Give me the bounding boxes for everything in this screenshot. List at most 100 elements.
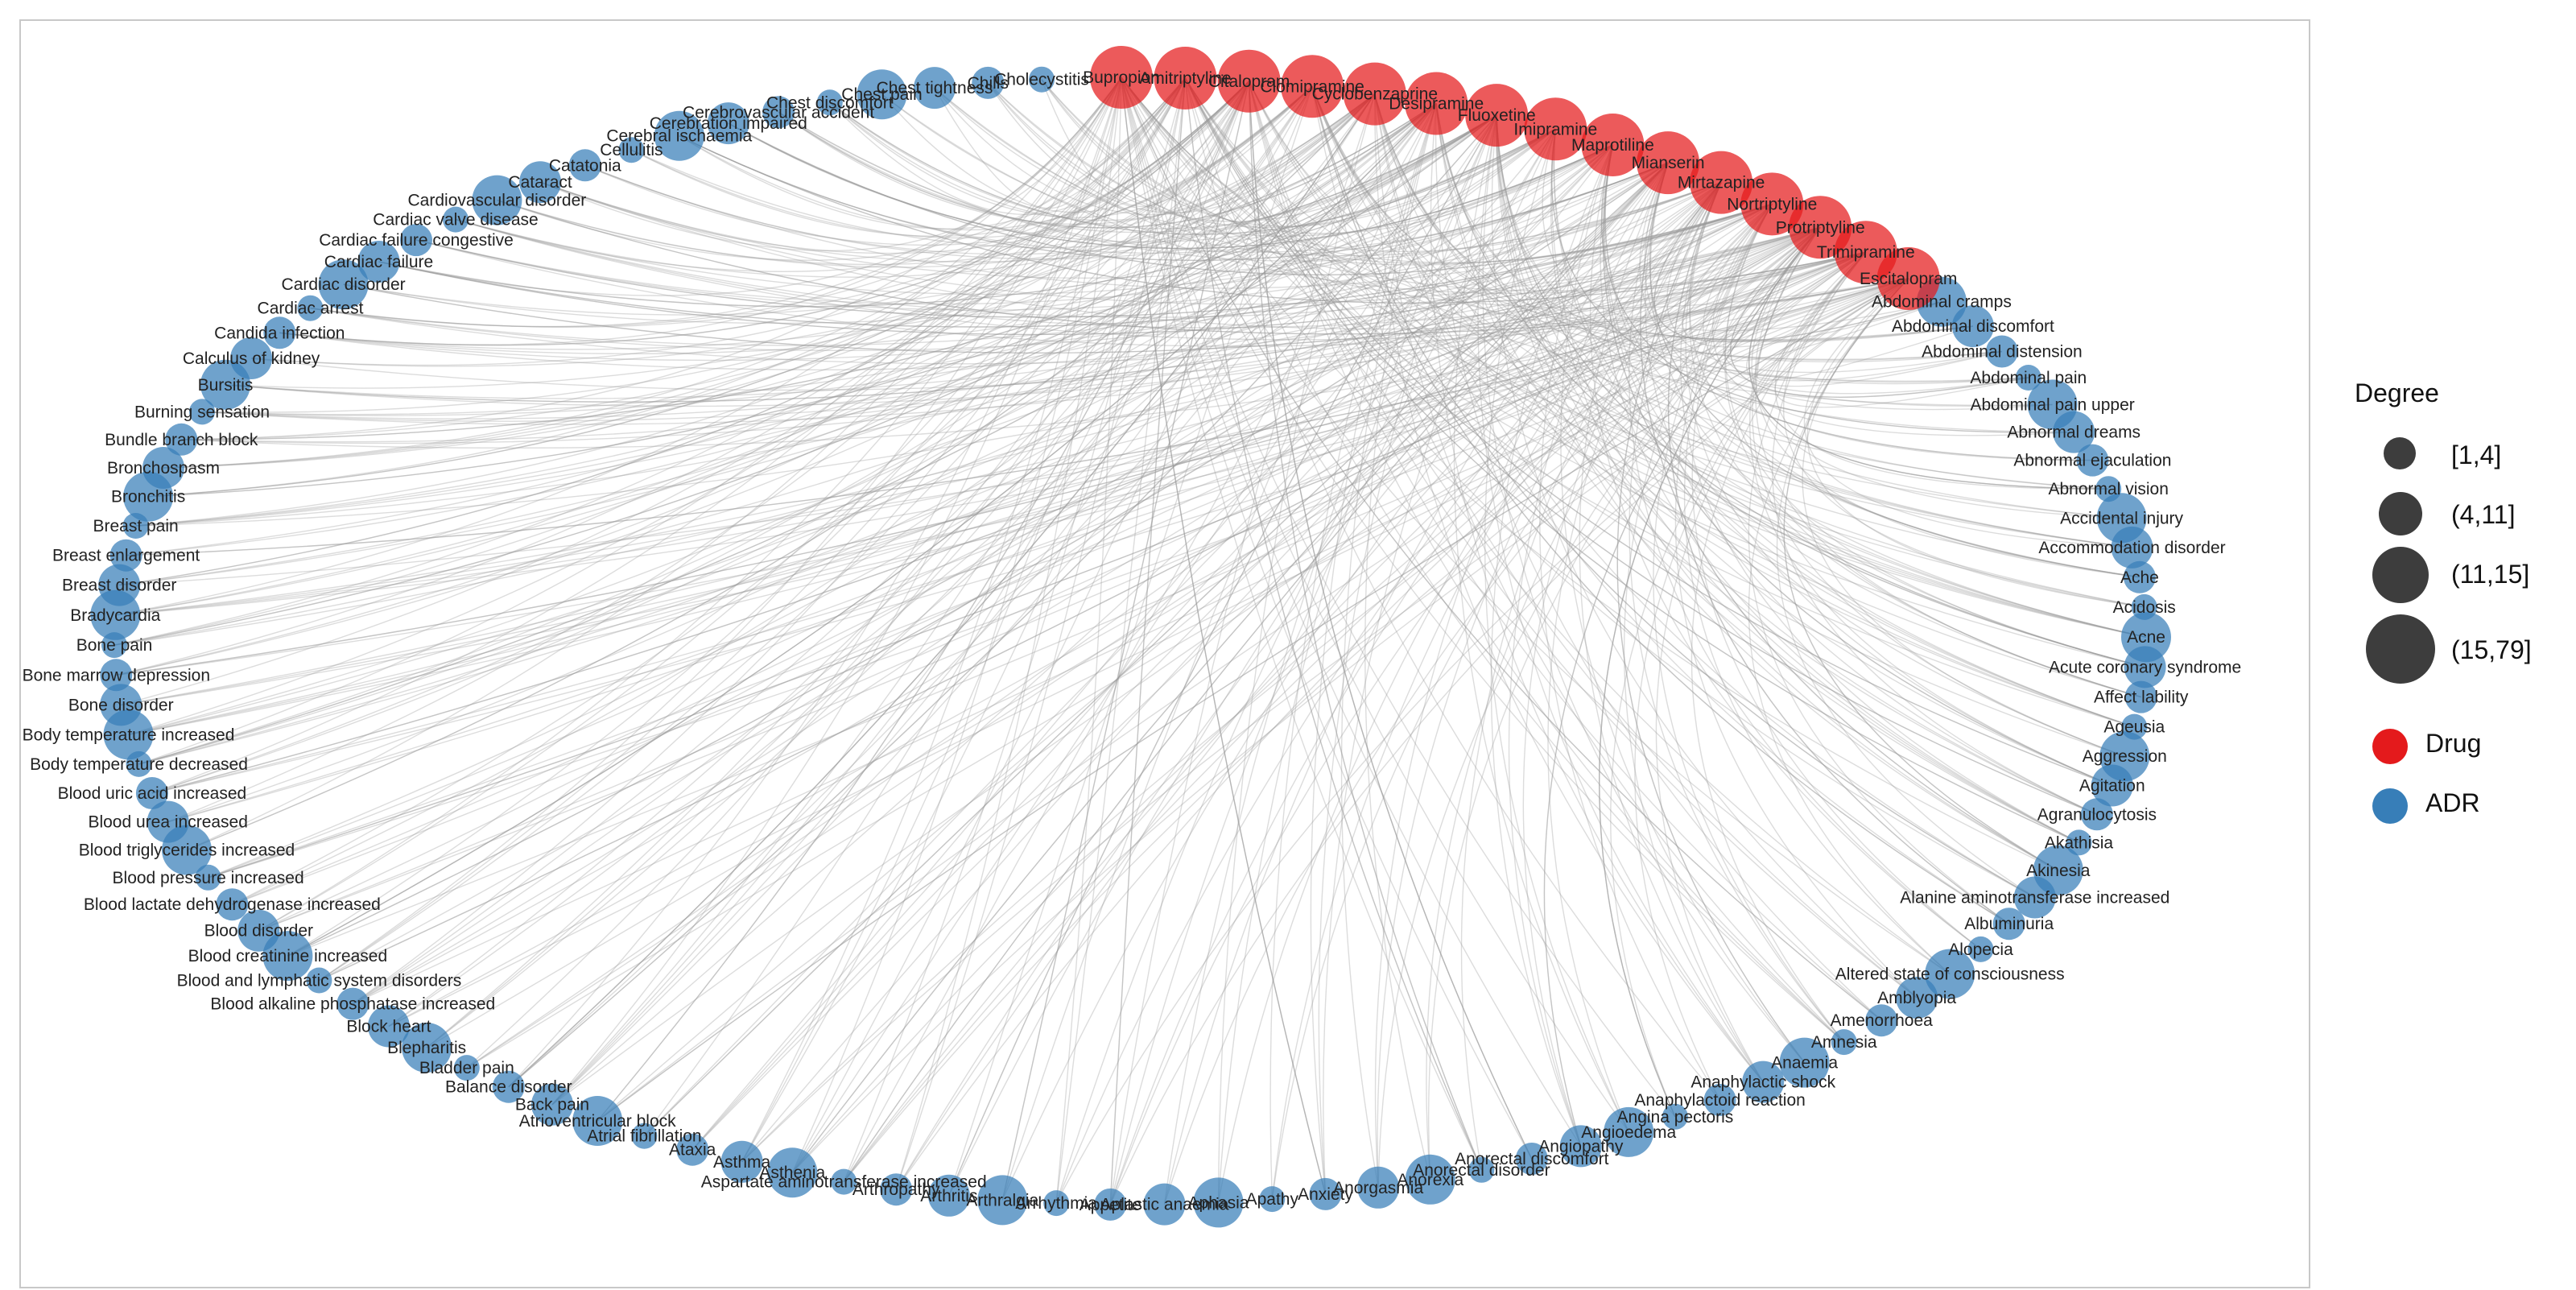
edge bbox=[1649, 162, 2140, 578]
edge bbox=[728, 122, 1613, 250]
adr-label: Chest tightness bbox=[877, 79, 993, 97]
edge bbox=[426, 93, 1376, 1048]
edge bbox=[539, 85, 1313, 254]
edge bbox=[119, 114, 1497, 586]
edge bbox=[1311, 86, 2109, 490]
edge bbox=[1604, 144, 2147, 638]
edge bbox=[778, 102, 1437, 229]
adr-label: Abdominal discomfort bbox=[1892, 317, 2054, 336]
adr-label: Ageusia bbox=[2103, 718, 2165, 737]
edge bbox=[1271, 182, 1722, 1200]
edge bbox=[1748, 226, 2109, 490]
edge bbox=[1604, 144, 2135, 728]
edge bbox=[741, 162, 1669, 1163]
edge bbox=[1649, 162, 2140, 578]
edge bbox=[1184, 77, 2140, 578]
edge bbox=[934, 87, 1376, 216]
edge bbox=[232, 162, 1669, 905]
edge bbox=[895, 162, 1669, 1190]
edge bbox=[1184, 77, 2125, 757]
legend-item-label: ADR bbox=[2425, 788, 2480, 817]
legend-item-label: Drug bbox=[2425, 729, 2482, 758]
edge bbox=[115, 102, 1437, 616]
edge bbox=[119, 81, 1250, 586]
edge bbox=[948, 114, 1497, 1197]
edge bbox=[1310, 103, 1437, 1194]
adr-label: Asthenia bbox=[759, 1164, 825, 1182]
edge bbox=[539, 76, 1122, 251]
drug-node bbox=[1090, 46, 1153, 109]
edge bbox=[539, 181, 1821, 305]
adr-node bbox=[1357, 1166, 1400, 1209]
edge bbox=[631, 114, 1497, 249]
adr-node bbox=[1742, 1061, 1785, 1103]
edge bbox=[1496, 115, 2079, 844]
edge bbox=[415, 162, 1669, 305]
edge bbox=[1374, 93, 1845, 1043]
adr-node bbox=[1043, 1190, 1070, 1217]
edge bbox=[1163, 162, 1669, 1205]
edge bbox=[843, 203, 1773, 1183]
edge bbox=[1806, 278, 2145, 608]
edge bbox=[1508, 162, 1669, 1147]
drug-node bbox=[1154, 47, 1217, 110]
edge bbox=[1121, 76, 1483, 1171]
edge bbox=[1550, 129, 2059, 871]
adr-label: Body temperature increased bbox=[23, 726, 235, 744]
edge bbox=[225, 251, 1866, 407]
edge bbox=[1639, 162, 2053, 411]
edge bbox=[1184, 77, 1483, 1171]
edge bbox=[466, 81, 1250, 1069]
adr-node bbox=[618, 137, 645, 163]
edge bbox=[201, 85, 1313, 413]
adr-node bbox=[2124, 646, 2166, 688]
edge bbox=[1163, 226, 1821, 1205]
adr-label: Bladder pain bbox=[419, 1059, 514, 1077]
edge bbox=[539, 114, 1497, 263]
adr-node bbox=[400, 224, 432, 257]
edge bbox=[208, 278, 1909, 879]
edge bbox=[415, 181, 1722, 311]
edge bbox=[201, 162, 1669, 416]
adr-node bbox=[336, 987, 369, 1020]
edge bbox=[114, 85, 1313, 646]
edge bbox=[791, 278, 1909, 1173]
edge bbox=[1748, 278, 1951, 975]
edge bbox=[1435, 103, 2053, 407]
edge bbox=[1783, 278, 2059, 871]
edge bbox=[455, 218, 1866, 329]
edge bbox=[352, 182, 1722, 1005]
adr-node bbox=[531, 1083, 573, 1126]
edge bbox=[163, 77, 1186, 469]
adr-node bbox=[216, 888, 249, 921]
edge bbox=[1680, 182, 2079, 844]
adr-label: Breast pain bbox=[93, 517, 178, 535]
edge bbox=[251, 81, 1250, 366]
edge bbox=[1623, 204, 1773, 1082]
adr-label: Albuminuria bbox=[1964, 915, 2054, 933]
edge bbox=[1803, 278, 2132, 548]
edge bbox=[1689, 182, 2140, 578]
adr-node bbox=[720, 1140, 763, 1183]
adr-label: Abdominal pain bbox=[1970, 369, 2087, 387]
adr-label: Blepharitis bbox=[387, 1039, 466, 1057]
edge bbox=[1374, 93, 2010, 924]
edge bbox=[1041, 79, 1250, 208]
edge bbox=[287, 77, 1187, 957]
edge bbox=[597, 278, 1909, 1122]
edge bbox=[1184, 77, 2098, 815]
edge bbox=[1121, 76, 1845, 1043]
edge bbox=[1653, 182, 1942, 343]
edge bbox=[1600, 144, 2093, 461]
edge bbox=[1602, 144, 2113, 787]
edge bbox=[551, 226, 1821, 1106]
legend-size-row: (4,11] bbox=[2355, 482, 2564, 542]
edge bbox=[987, 82, 1376, 213]
edge bbox=[778, 111, 1722, 263]
legend-size-row: [1,4] bbox=[2355, 423, 2564, 482]
adr-label: Atrioventricular block bbox=[519, 1112, 676, 1131]
edge bbox=[1374, 93, 2036, 899]
adr-label: Agitation bbox=[2079, 777, 2145, 796]
edge bbox=[135, 102, 1437, 527]
edge bbox=[126, 114, 1497, 556]
